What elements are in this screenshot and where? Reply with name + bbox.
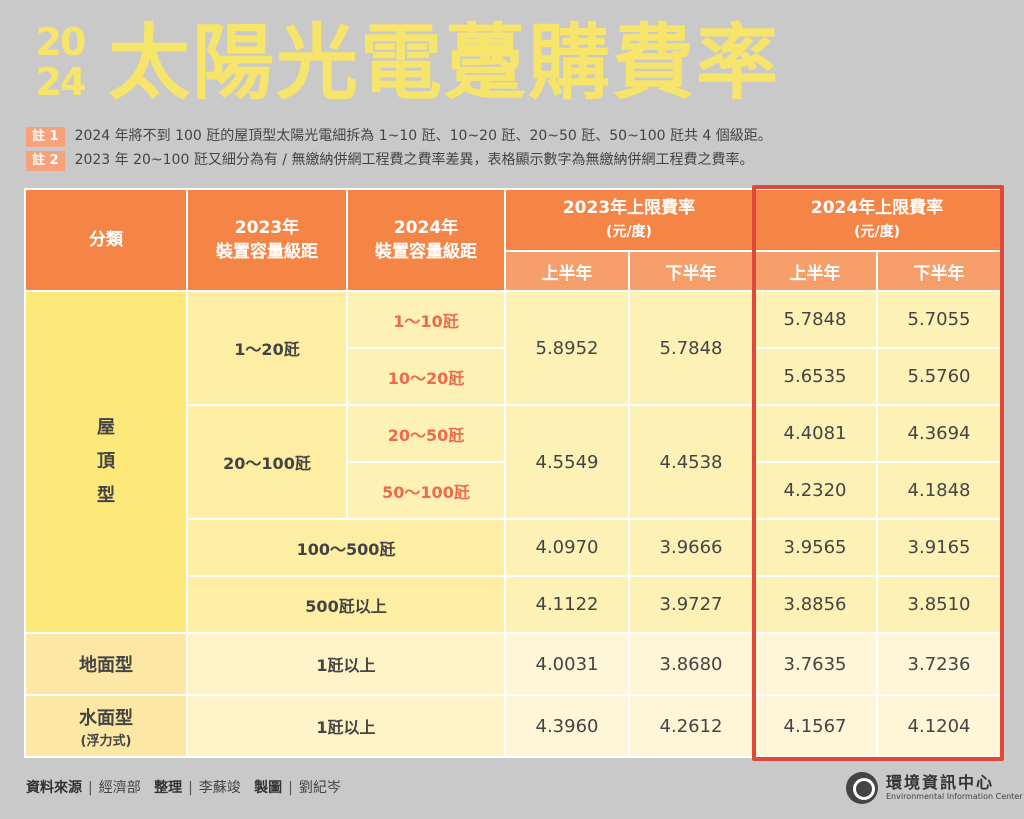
header-range-2023: 2023年 裝置容量級距 [186,188,348,292]
note-1: 註 1 2024 年將不到 100 瓩的屋頂型太陽光電細拆為 1~10 瓩、10~… [26,126,772,147]
credits: 資料來源 | 經濟部 整理 | 李蘇竣 製圖 | 劉紀岑 [26,777,341,797]
brand-text: 環境資訊中心 Environmental Information Center [886,774,1023,802]
rate-2024-h2-20-50: 4.3694 [876,404,1003,463]
category-roof-char-1: 屋 [97,417,115,438]
category-water-label: 水面型 [79,707,133,729]
rate-2023-h1-20-100: 4.5549 [504,404,630,520]
rate-2024-h1-500-plus: 3.8856 [752,575,879,634]
range-ground: 1瓩以上 [186,632,506,696]
rate-2024-h1-water: 4.1567 [752,694,879,758]
header-range-2024: 2024年 裝置容量級距 [346,188,506,292]
range-2024-1-10: 1～10瓩 [346,290,506,349]
header-rate-2023-unit: (元/度) [606,224,652,240]
rate-2024-h1-ground: 3.7635 [752,632,879,696]
category-roof-char-2: 頂 [97,451,115,472]
rate-2024-h2-1-10: 5.7055 [876,290,1003,349]
header-2023-first-half: 上半年 [504,250,630,292]
rate-2024-h1-50-100: 4.2320 [752,461,879,520]
header-rate-2024: 2024年上限費率 (元/度) [752,188,1003,252]
header-category: 分類 [24,188,188,292]
header-rate-2023-title: 2023年上限費率 [562,198,696,218]
header-range-2023-label: 裝置容量級距 [216,242,318,262]
range-2024-20-50: 20～50瓩 [346,404,506,463]
rate-2023-h2-20-100: 4.4538 [627,404,755,520]
range-100-500: 100～500瓩 [186,518,506,577]
brand-name: 環境資訊中心 [886,773,995,792]
title-year-top: 20 [35,20,87,64]
brand-name-en: Environmental Information Center [886,792,1023,801]
note-2: 註 2 2023 年 20~100 瓩又細分為有 / 無繳納併網工程費之費率差異，… [26,150,753,171]
note-1-tag: 註 1 [26,127,65,147]
rate-2024-h2-water: 4.1204 [876,694,1003,758]
range-500-plus: 500瓩以上 [186,575,506,634]
designer: 劉紀岑 [298,780,341,796]
header-rate-2023: 2023年上限費率 (元/度) [503,188,755,252]
rate-2024-h1-100-500: 3.9565 [752,518,879,577]
category-roof-char-3: 型 [97,485,115,506]
header-range-2023-year: 2023年 [234,218,300,238]
rate-2023-h1-ground: 4.0031 [504,632,630,696]
brand-logo: 環境資訊中心 Environmental Information Center [846,770,1023,806]
designer-label: 製圖 [254,780,283,796]
title-year-bottom: 24 [35,60,87,104]
header-2024-second-half: 下半年 [876,250,1003,292]
note-2-tag: 註 2 [26,151,65,171]
header-2024-first-half: 上半年 [752,250,879,292]
separator-3: | [288,780,293,796]
rate-2024-h1-10-20: 5.6535 [752,347,879,406]
header-rate-2024-title: 2024年上限費率 [810,198,944,218]
rate-2023-h2-100-500: 3.9666 [627,518,755,577]
globe-icon [846,772,878,804]
header-range-2024-label: 裝置容量級距 [375,242,477,262]
rate-table: 分類 2023年 裝置容量級距 2024年 裝置容量級距 2023年上限費率 (… [24,188,1003,758]
separator-2: | [188,780,193,796]
separator-1: | [88,780,93,796]
category-water-sub: (浮力式) [80,733,132,749]
rate-2023-h1-100-500: 4.0970 [504,518,630,577]
rate-2024-h2-50-100: 4.1848 [876,461,1003,520]
header-rate-2024-unit: (元/度) [854,224,900,240]
category-water: 水面型 (浮力式) [24,694,188,758]
page-title: 太陽光電躉購費率 [108,16,781,111]
rate-2023-h2-ground: 3.8680 [627,632,755,696]
rate-2023-h1-1-20: 5.8952 [504,290,630,406]
note-2-text: 2023 年 20~100 瓩又細分為有 / 無繳納併網工程費之費率差異，表格顯… [74,152,754,168]
editor: 李蘇竣 [198,780,241,796]
rate-2024-h1-1-10: 5.7848 [752,290,879,349]
range-2023-20-100: 20～100瓩 [186,404,348,520]
range-2024-50-100: 50～100瓩 [346,461,506,520]
rate-2024-h1-20-50: 4.4081 [752,404,879,463]
rate-2023-h1-water: 4.3960 [504,694,630,758]
range-2024-10-20: 10～20瓩 [346,347,506,406]
rate-2024-h2-500-plus: 3.8510 [876,575,1003,634]
header-range-2024-year: 2024年 [393,218,459,238]
rate-2024-h2-10-20: 5.5760 [876,347,1003,406]
rate-2023-h2-500-plus: 3.9727 [627,575,755,634]
source: 經濟部 [98,780,141,796]
header-2023-second-half: 下半年 [627,250,755,292]
category-roof: 屋 頂 型 [24,290,188,634]
rate-2023-h2-1-20: 5.7848 [627,290,755,406]
source-label: 資料來源 [26,780,82,796]
rate-2024-h2-ground: 3.7236 [876,632,1003,696]
editor-label: 整理 [154,780,183,796]
rate-2024-h2-100-500: 3.9165 [876,518,1003,577]
category-ground: 地面型 [24,632,188,696]
range-2023-1-20: 1～20瓩 [186,290,348,406]
title-year: 20 24 [24,22,96,102]
rate-2023-h1-500-plus: 4.1122 [504,575,630,634]
range-water: 1瓩以上 [186,694,506,758]
rate-2023-h2-water: 4.2612 [627,694,755,758]
note-1-text: 2024 年將不到 100 瓩的屋頂型太陽光電細拆為 1~10 瓩、10~20 … [74,128,772,144]
